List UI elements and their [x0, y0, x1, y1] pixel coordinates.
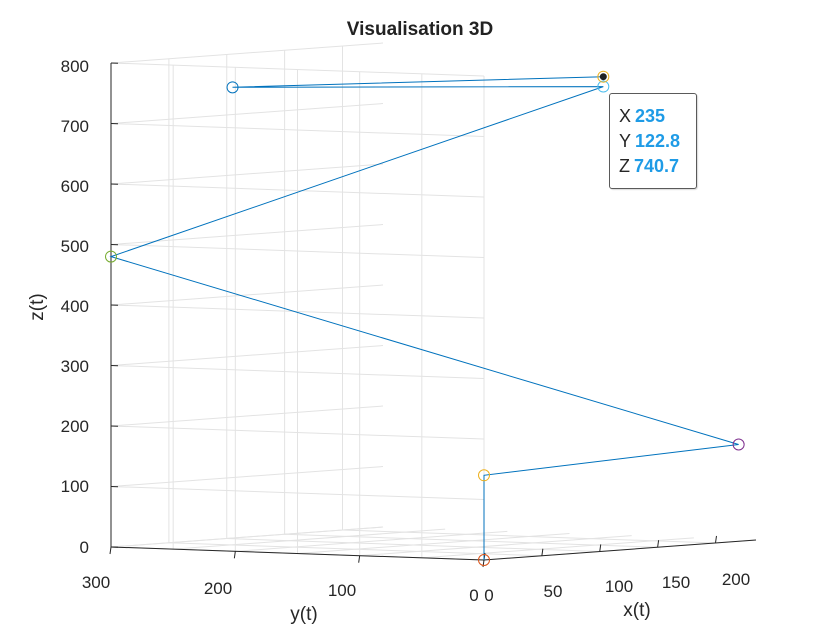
- z-tick-label: 200: [61, 417, 89, 436]
- data-point-marker[interactable]: [478, 469, 490, 482]
- y-axis-label: y(t): [290, 604, 317, 625]
- z-axis-label: z(t): [27, 293, 48, 320]
- y-tick-mark: [358, 555, 361, 563]
- grid-line: [110, 405, 384, 427]
- x-tick-mark: [599, 544, 602, 552]
- data-point-marker[interactable]: [478, 554, 490, 566]
- data-tip-x: X 235: [619, 104, 696, 129]
- selected-point-dot[interactable]: [599, 73, 607, 81]
- data-tip-y-label: Y: [619, 131, 632, 151]
- x-tick-label: 0: [484, 586, 493, 605]
- x-axis-line: [483, 539, 757, 561]
- data-point-marker[interactable]: [597, 70, 610, 83]
- z-tick-label: 500: [61, 237, 89, 256]
- x-tick-labels: 0 50 100 150 200: [484, 570, 750, 605]
- data-tip-y-value: 122.8: [635, 131, 681, 151]
- grid-line: [359, 535, 632, 557]
- z-tick-label: 400: [61, 297, 89, 316]
- grid-line: [173, 528, 446, 550]
- z-tick-label: 100: [61, 477, 89, 496]
- data-point-marker[interactable]: [105, 250, 117, 263]
- z-tick-labels: 800 700 600 500 400 300 200 100 0: [61, 57, 89, 557]
- x-tick-mark: [657, 540, 660, 548]
- z-tick-label: 800: [61, 57, 89, 76]
- grid-line: [235, 530, 508, 552]
- data-tip-x-value: 235: [635, 106, 666, 126]
- x-tick-label: 200: [722, 570, 750, 589]
- y-tick-label: 300: [82, 573, 110, 592]
- grid-line: [110, 163, 384, 185]
- y-tick-mark: [233, 551, 236, 559]
- grid-line: [110, 103, 384, 124]
- z-tick-label: 0: [80, 538, 89, 557]
- x-tick-mark: [714, 535, 717, 544]
- y-tick-label: 200: [204, 579, 232, 598]
- data-tip[interactable]: X 235 Y 122.8 Z 740.7: [609, 93, 697, 189]
- grid-line: [110, 526, 384, 548]
- grid-line: [110, 466, 384, 487]
- y-tick-labels: 300 200 100 0: [82, 573, 479, 605]
- y-tick-label: 100: [328, 581, 356, 600]
- z-tick-label: 600: [61, 177, 89, 196]
- data-series: [105, 70, 745, 566]
- y-tick-label: 0: [469, 586, 478, 605]
- grid-line: [421, 537, 694, 559]
- z-tick-label: 300: [61, 357, 89, 376]
- z-tick-label: 700: [61, 117, 89, 136]
- data-tip-x-label: X: [619, 106, 632, 126]
- x-tick-label: 150: [662, 573, 690, 592]
- y-tick-mark: [109, 546, 112, 555]
- trajectory-line: [109, 76, 739, 560]
- x-tick-label: 100: [605, 577, 633, 596]
- x-tick-mark: [541, 548, 544, 556]
- data-tip-z-label: Z: [619, 156, 630, 176]
- grid-line: [110, 345, 384, 366]
- grid-line: [110, 42, 384, 64]
- data-tip-z: Z 740.7: [619, 154, 696, 179]
- x-axis-label: x(t): [623, 600, 650, 621]
- data-tip-z-value: 740.7: [634, 156, 680, 176]
- chart-title: Visualisation 3D: [346, 19, 494, 40]
- grid-line: [110, 284, 384, 306]
- data-tip-y: Y 122.8: [619, 129, 696, 154]
- x-tick-label: 50: [544, 582, 563, 601]
- y-axis-line: [110, 546, 485, 561]
- data-point-marker[interactable]: [226, 81, 239, 94]
- data-point-marker[interactable]: [597, 80, 610, 93]
- grid-line: [297, 533, 570, 554]
- data-point-marker[interactable]: [732, 438, 745, 451]
